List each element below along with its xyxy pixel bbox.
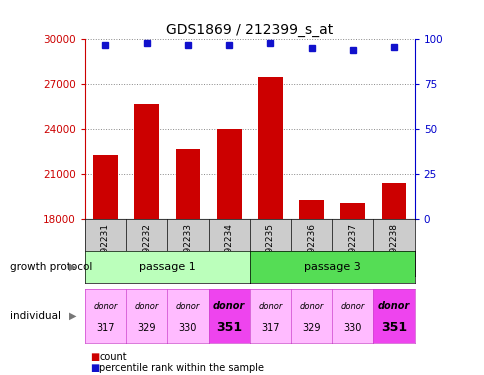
Text: 330: 330	[179, 323, 197, 333]
Bar	[299, 200, 323, 219]
Bar	[216, 129, 241, 219]
Text: ▶: ▶	[69, 311, 76, 321]
Text: individual: individual	[10, 311, 60, 321]
Bar	[340, 203, 364, 219]
Text: percentile rank within the sample: percentile rank within the sample	[99, 363, 264, 373]
Text: donor: donor	[257, 302, 282, 310]
Bar	[134, 104, 159, 219]
Title: GDS1869 / 212399_s_at: GDS1869 / 212399_s_at	[166, 23, 333, 37]
Text: 330: 330	[343, 323, 361, 333]
Text: GSM92234: GSM92234	[224, 223, 233, 272]
Bar	[93, 155, 118, 219]
Bar	[175, 149, 200, 219]
Bar	[381, 183, 406, 219]
Text: GSM92236: GSM92236	[306, 223, 316, 272]
Text: passage 3: passage 3	[303, 262, 360, 272]
Text: GSM92238: GSM92238	[389, 223, 398, 272]
Text: donor: donor	[340, 302, 364, 310]
Text: GSM92233: GSM92233	[183, 223, 192, 272]
Text: 351: 351	[380, 321, 406, 334]
Text: GSM92232: GSM92232	[142, 223, 151, 272]
Text: donor: donor	[377, 301, 409, 311]
Text: GSM92237: GSM92237	[348, 223, 357, 272]
Text: 329: 329	[137, 323, 156, 333]
Text: ■: ■	[90, 363, 99, 373]
Text: 317: 317	[96, 323, 115, 333]
Text: donor: donor	[175, 302, 200, 310]
Text: ■: ■	[90, 352, 99, 362]
Text: ▶: ▶	[69, 262, 76, 272]
Text: donor: donor	[212, 301, 245, 311]
Text: 317: 317	[260, 323, 279, 333]
Text: passage 1: passage 1	[138, 262, 196, 272]
Text: 351: 351	[216, 321, 242, 334]
Text: donor: donor	[299, 302, 323, 310]
Text: donor: donor	[93, 302, 118, 310]
Text: count: count	[99, 352, 127, 362]
Bar	[257, 77, 282, 219]
Text: donor: donor	[134, 302, 159, 310]
Text: 329: 329	[302, 323, 320, 333]
Text: growth protocol: growth protocol	[10, 262, 92, 272]
Text: GSM92235: GSM92235	[265, 223, 274, 272]
Text: GSM92231: GSM92231	[101, 223, 110, 272]
